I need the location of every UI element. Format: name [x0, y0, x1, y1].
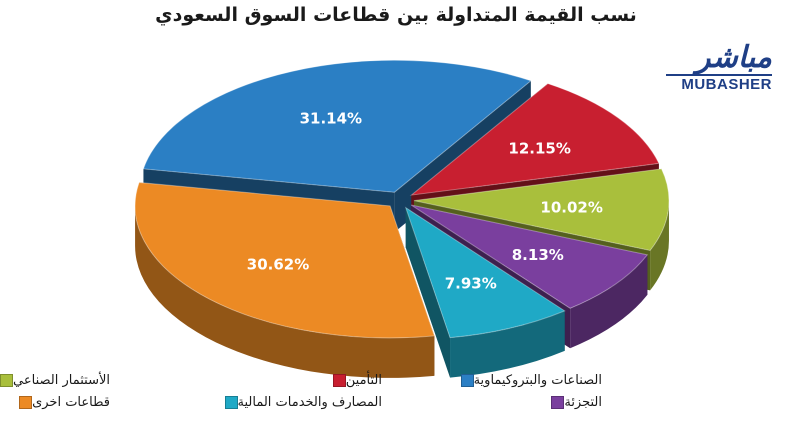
legend-label: الأستثمار الصناعي — [13, 373, 110, 388]
pie-slice-3 — [413, 168, 670, 251]
legend-swatch — [0, 374, 14, 387]
slice-rim — [570, 254, 648, 349]
slice-value-label: 10.02% — [540, 199, 602, 217]
pie-slice-2 — [409, 83, 660, 196]
slice-value-label: 31.14% — [300, 109, 362, 127]
slice-wall — [405, 207, 451, 378]
slice-value-label: 12.15% — [508, 139, 570, 157]
pie-slice-0 — [134, 181, 436, 339]
mubasher-logo: مباشر MUBASHER — [658, 40, 776, 100]
legend-label: المصارف والخدمات المالية — [237, 395, 382, 410]
slice-rim — [135, 205, 435, 378]
legend-swatch — [551, 396, 565, 409]
legend-item: الصناعات والبتروكيماوية — [453, 372, 602, 390]
legend-swatch — [224, 396, 238, 409]
slice-labels: 30.62% 31.14% 12.15% 10.02% 8.13% 7.93% — [247, 109, 603, 292]
slice-value-label: 7.93% — [445, 274, 497, 292]
legend-label: التأمين — [345, 373, 382, 388]
legend-item: المصارف والخدمات المالية — [217, 394, 382, 412]
pie-slice-5 — [404, 206, 566, 339]
legend-label: التجزئة — [564, 395, 602, 410]
slice-rim — [450, 310, 565, 378]
legend-label: قطاعات اخرى — [32, 395, 110, 410]
legend-item: التأمين — [325, 372, 382, 390]
pie-tops — [134, 59, 670, 339]
logo-english: MUBASHER — [681, 76, 772, 93]
legend-swatch — [19, 396, 33, 409]
legend-item: قطاعات اخرى — [11, 394, 110, 412]
legend-label: الصناعات والبتروكيماوية — [473, 373, 602, 388]
slice-value-label: 30.62% — [247, 256, 309, 274]
pie-slice-4 — [410, 204, 649, 309]
legend-item: الأستثمار الصناعي — [0, 372, 110, 390]
slice-rim — [650, 200, 669, 291]
logo-divider — [666, 74, 772, 76]
chart-title: نسب القيمة المتداولة بين قطاعات السوق ال… — [155, 4, 637, 26]
pie-slice-1 — [142, 59, 532, 193]
legend-swatch — [460, 374, 474, 387]
legend-item: التجزئة — [543, 394, 602, 412]
logo-arabic: مباشر — [696, 40, 772, 75]
slice-value-label: 8.13% — [512, 246, 564, 264]
legend-swatch — [332, 374, 346, 387]
